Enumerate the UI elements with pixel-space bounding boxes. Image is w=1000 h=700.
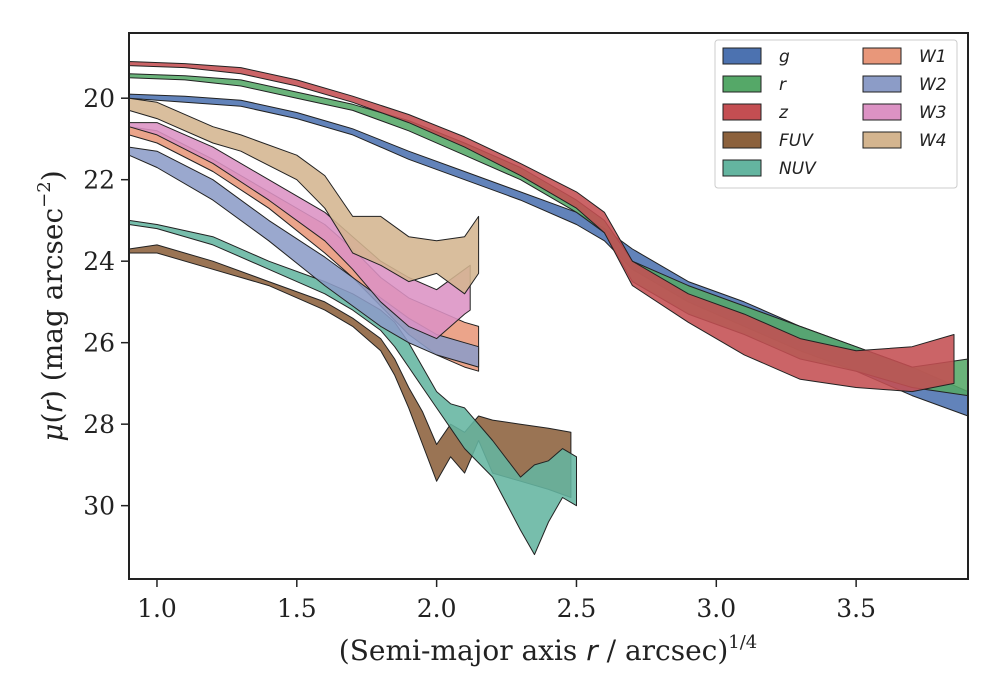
plot-frame [128,32,969,580]
legend-swatch-g [722,47,762,65]
y-axis-label: μ(r) (mag arcsec−2) [34,170,69,441]
series-band-w3 [128,122,471,340]
legend-label-nuv: NUV [779,159,817,179]
legend-swatch-w1 [862,47,902,65]
legend-label-w2: W2 [919,75,947,95]
legend-swatch-r [722,75,762,93]
series-layer [128,61,969,556]
legend-swatch-z [722,103,762,121]
y-tick-label: 24 [83,247,115,276]
x-tick-label: 3.0 [696,594,736,623]
y-tick-label: 22 [83,166,115,195]
legend-swatch-w4 [862,131,902,149]
x-tick-label: 1.5 [277,594,317,623]
legend-swatch-w3 [862,103,902,121]
x-axis: 1.0 1.5 2.0 2.5 3.0 3.5 [137,579,876,623]
y-tick-label: 28 [83,410,115,439]
x-tick-label: 3.5 [836,594,876,623]
x-tick-label: 1.0 [137,594,177,623]
legend-swatch-fuv [722,131,762,149]
legend-label-w3: W3 [919,103,947,123]
series-band-z [128,61,955,393]
x-tick-label: 2.5 [557,594,597,623]
x-axis-label: (Semi-major axis r / arcsec)1/4 [339,632,757,667]
legend-swatch-nuv [722,159,762,177]
x-tick-label: 2.0 [417,594,457,623]
y-tick-label: 30 [83,492,115,521]
y-tick-label: 20 [83,84,115,113]
legend-label-fuv: FUV [779,131,814,151]
legend-label-w4: W4 [919,131,947,151]
series-band-w2 [128,146,480,368]
y-axis: 20 22 24 26 28 30 [83,84,129,521]
legend-swatch-w2 [862,75,902,93]
legend-label-z: z [778,103,789,123]
legend: grz FUV NUV W1 W2 W3 W4 [714,39,958,189]
legend-label-r: r [779,75,787,95]
y-tick-label: 26 [83,329,115,358]
series-band-w4 [128,97,480,295]
legend-label-w1: W1 [919,47,947,67]
legend-label-g: g [779,47,790,67]
